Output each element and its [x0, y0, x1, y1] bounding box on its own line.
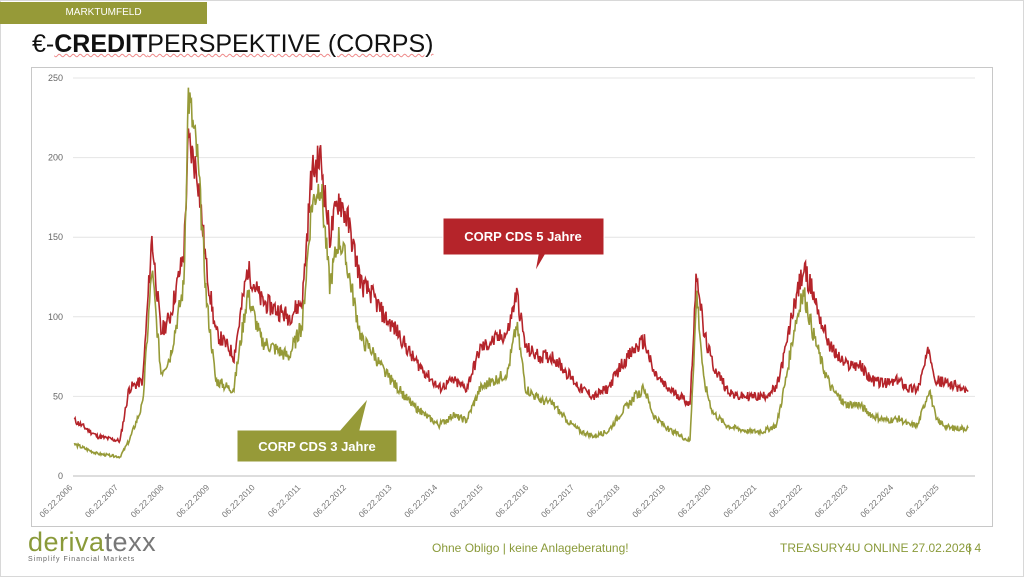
callout-cds5-label: CORP CDS 5 Jahre [464, 229, 582, 244]
x-tick-label: 06.22.2017 [539, 482, 576, 519]
x-tick-label: 06.22.2013 [356, 482, 393, 519]
x-tick-label: 06.22.2024 [858, 482, 895, 519]
x-tick-label: 06.22.2019 [630, 482, 667, 519]
title-bold: CREDIT [54, 30, 148, 58]
callout-cds3-label: CORP CDS 3 Jahre [258, 439, 376, 454]
page-number: | 4 [968, 541, 982, 555]
x-tick-label: 06.22.2008 [128, 482, 165, 519]
section-label: MARKTUMFELD [0, 2, 207, 24]
x-tick-label: 06.22.2007 [83, 482, 120, 519]
y-tick-label: 100 [48, 312, 63, 322]
x-tick-label: 06.22.2020 [676, 482, 713, 519]
disclaimer: Ohne Obligo | keine Anlageberatung! [432, 541, 629, 555]
title-rest: PERSPEKTIVE (CORPS) [147, 30, 434, 58]
derivatexx-logo: derivatexx Simplify Financial Markets [28, 528, 156, 563]
x-tick-label: 06.22.2021 [721, 482, 758, 519]
x-tick-label: 06.22.2015 [448, 482, 485, 519]
series-line-cds3 [73, 87, 969, 460]
y-tick-label: 0 [58, 471, 63, 481]
y-tick-label: 50 [53, 391, 63, 401]
x-tick-label: 06.22.2014 [402, 482, 439, 519]
x-tick-label: 06.22.2012 [311, 482, 348, 519]
event-label: TREASURY4U ONLINE 27.02.2026 [780, 541, 972, 555]
x-tick-label: 06.22.2010 [220, 482, 257, 519]
x-tick-label: 06.22.2009 [174, 482, 211, 519]
chart-frame [31, 67, 993, 527]
callout-cds3 [236, 397, 398, 463]
x-tick-label: 06.22.2025 [904, 482, 941, 519]
page-title: €-CREDITPERSPEKTIVE (CORPS) [32, 30, 433, 59]
x-tick-label: 06.22.2016 [493, 482, 530, 519]
x-tick-label: 06.22.2011 [266, 482, 303, 519]
logo-tagline: Simplify Financial Markets [28, 556, 136, 563]
y-tick-label: 200 [48, 153, 63, 163]
callout-cds5 [442, 217, 605, 273]
logo-text: derivatexx [28, 527, 157, 557]
y-tick-label: 150 [48, 232, 63, 242]
y-tick-label: 250 [48, 73, 63, 83]
x-tick-label: 06.22.2022 [767, 482, 804, 519]
x-tick-label: 06.22.2006 [37, 482, 74, 519]
x-tick-label: 06.22.2018 [584, 482, 621, 519]
x-tick-label: 06.22.2023 [812, 482, 849, 519]
series-line-cds5 [73, 128, 969, 444]
title-prefix: €- [32, 30, 55, 58]
